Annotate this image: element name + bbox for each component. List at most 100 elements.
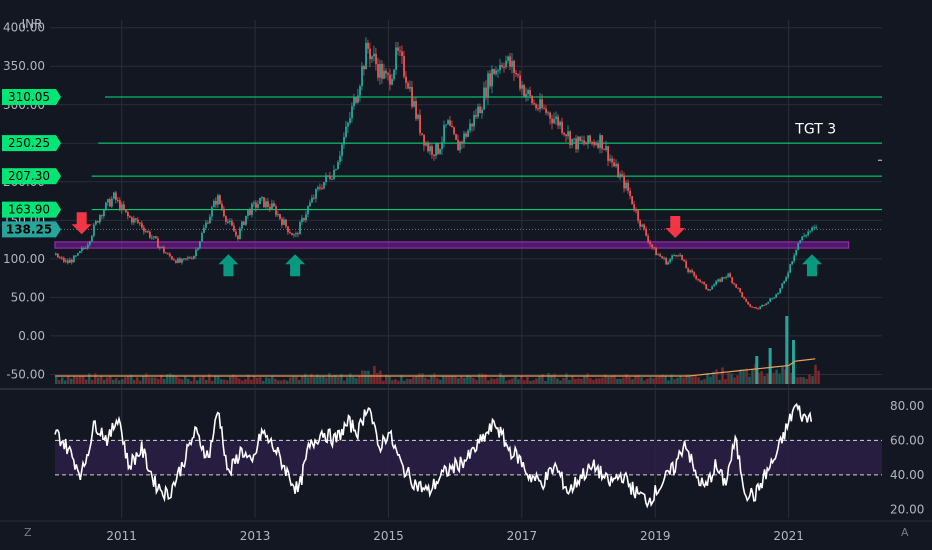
volume-bar xyxy=(154,377,157,384)
candle xyxy=(135,218,137,220)
volume-bar xyxy=(400,375,403,384)
candle xyxy=(545,108,547,113)
candle xyxy=(85,248,87,250)
volume-bar xyxy=(313,377,316,384)
volume-bar xyxy=(718,379,721,384)
candle xyxy=(459,141,461,151)
volume-bar xyxy=(565,373,568,384)
volume-bar xyxy=(727,372,730,384)
candle xyxy=(811,227,814,231)
candle xyxy=(705,284,708,290)
candle xyxy=(425,143,427,146)
volume-bar xyxy=(544,380,547,384)
candle xyxy=(121,204,123,211)
candle xyxy=(655,248,658,256)
candle xyxy=(633,204,636,211)
volume-bar xyxy=(589,378,592,384)
volume-bar xyxy=(382,380,385,384)
candle xyxy=(731,277,734,283)
volume-bar xyxy=(361,370,364,384)
candle xyxy=(415,101,417,119)
candle xyxy=(349,118,351,123)
y-tick-label: 50.00 xyxy=(11,290,45,304)
candle xyxy=(461,141,463,144)
volume-bar xyxy=(379,370,382,384)
candle xyxy=(317,187,319,190)
candle xyxy=(361,66,363,87)
volume-bar xyxy=(751,369,754,384)
volume-bar xyxy=(355,378,358,384)
candle xyxy=(325,175,327,183)
candle xyxy=(95,221,97,225)
candle xyxy=(107,199,109,203)
volume-bar xyxy=(817,370,820,384)
candle xyxy=(445,124,447,126)
level-tag-pointer xyxy=(56,89,61,106)
candle xyxy=(251,203,253,215)
volume-bar xyxy=(415,375,418,384)
candle xyxy=(547,112,549,114)
candle xyxy=(763,304,766,306)
candle xyxy=(203,227,205,233)
volume-bar xyxy=(205,379,208,384)
candle xyxy=(733,282,736,285)
candle xyxy=(395,47,397,70)
volume-bar xyxy=(490,378,493,384)
volume-bar xyxy=(619,378,622,384)
candle xyxy=(485,87,487,98)
y-tick-label: 100.00 xyxy=(3,252,45,266)
candle xyxy=(211,207,213,217)
level-tag xyxy=(2,135,56,152)
candle xyxy=(503,66,505,68)
candle xyxy=(537,108,539,110)
candle xyxy=(79,251,81,253)
candle xyxy=(647,235,650,242)
candle xyxy=(623,175,626,189)
volume-bar xyxy=(739,369,742,384)
volume-bar xyxy=(526,377,529,384)
candle xyxy=(539,99,541,110)
volume-bar xyxy=(292,376,295,384)
candle xyxy=(607,146,610,161)
candle xyxy=(209,216,211,224)
candle xyxy=(509,56,511,67)
candle xyxy=(155,236,157,239)
candle xyxy=(785,277,788,282)
candle xyxy=(65,260,67,262)
volume-bar xyxy=(472,377,475,384)
volume-bar xyxy=(187,378,190,384)
candle xyxy=(473,114,475,127)
candle xyxy=(259,197,261,205)
volume-bar xyxy=(637,375,640,384)
volume-bar xyxy=(517,379,520,384)
candle xyxy=(165,252,167,254)
candle xyxy=(549,112,551,119)
auto-scale-button[interactable]: A xyxy=(901,526,909,539)
candle xyxy=(431,146,433,155)
timezone-button[interactable]: Z xyxy=(24,526,32,539)
volume-bar xyxy=(598,378,601,384)
candle xyxy=(157,238,159,248)
volume-bar xyxy=(172,375,175,384)
volume-bar xyxy=(370,374,373,384)
candle xyxy=(253,202,255,204)
candle xyxy=(793,255,796,262)
volume-bar xyxy=(790,372,793,384)
current-price-tag-pointer xyxy=(56,221,61,238)
volume-bar xyxy=(142,375,145,384)
candle xyxy=(399,50,401,52)
candle xyxy=(617,164,620,178)
candle xyxy=(219,195,221,204)
candle xyxy=(713,284,716,287)
candle xyxy=(63,257,65,262)
volume-bar xyxy=(271,375,274,384)
candle xyxy=(749,304,752,307)
volume-bar xyxy=(100,375,103,384)
candle xyxy=(577,136,580,150)
candle xyxy=(521,85,523,89)
candle xyxy=(759,306,762,309)
candle xyxy=(177,258,179,263)
volume-bar xyxy=(106,377,109,384)
candle xyxy=(501,64,503,67)
